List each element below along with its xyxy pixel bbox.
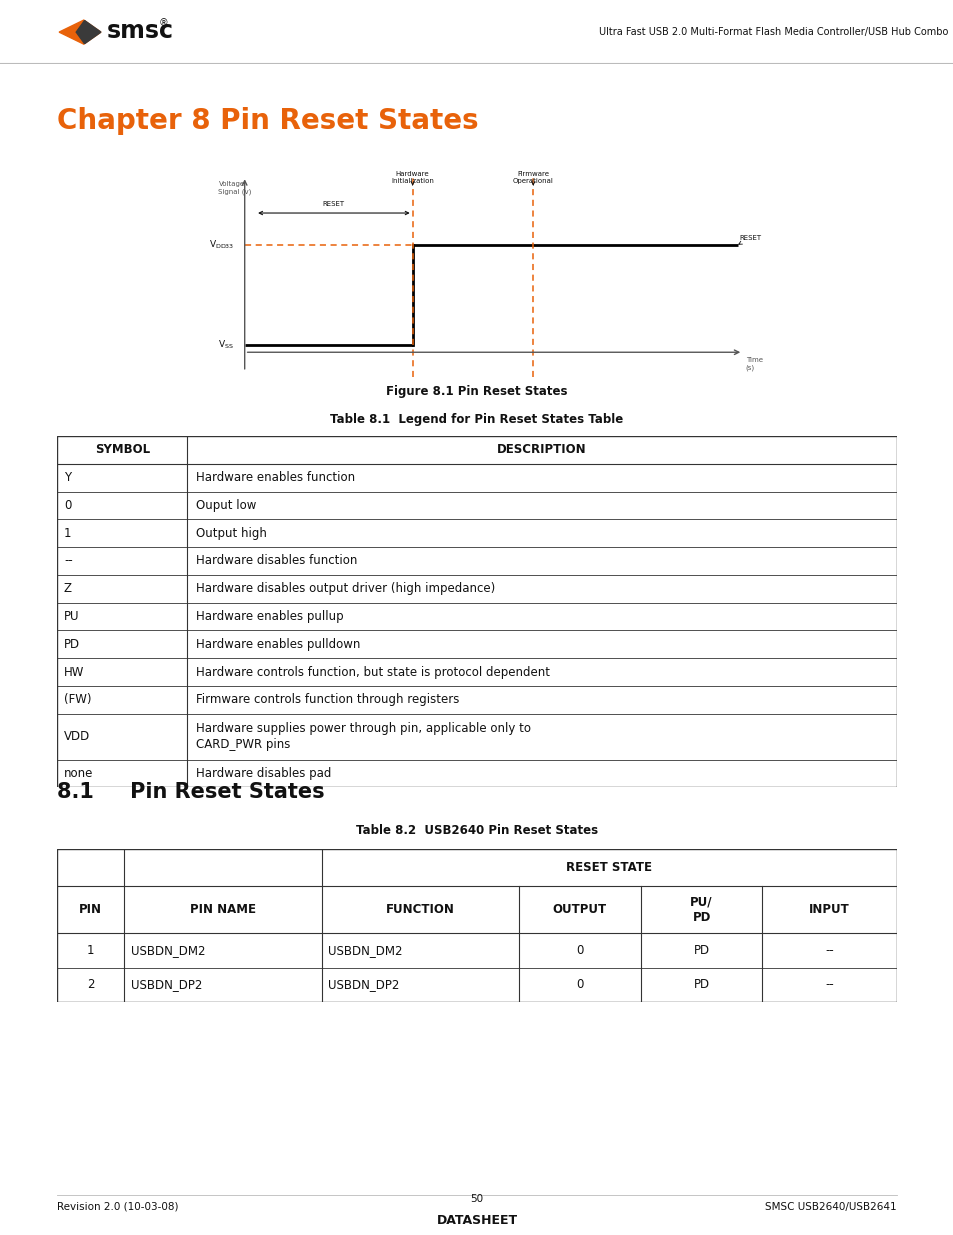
Text: Figure 8.1 Pin Reset States: Figure 8.1 Pin Reset States [386,385,567,398]
Text: Chapter 8 Pin Reset States: Chapter 8 Pin Reset States [57,106,478,135]
Text: PD: PD [693,944,709,957]
Text: Time
(s): Time (s) [745,357,762,370]
Text: Hardware enables pulldown: Hardware enables pulldown [195,637,360,651]
Text: INPUT: INPUT [808,903,849,916]
Text: Y: Y [64,471,71,484]
Text: RESET STATE: RESET STATE [566,861,652,874]
Text: DESCRIPTION: DESCRIPTION [497,443,586,457]
Text: ®: ® [158,19,168,28]
Text: SYMBOL: SYMBOL [94,443,150,457]
Text: DATASHEET: DATASHEET [436,1214,517,1228]
Text: --: -- [824,978,833,992]
Text: Hardware disables pad: Hardware disables pad [195,767,331,781]
Text: none: none [64,767,93,781]
Text: Table 8.1  Legend for Pin Reset States Table: Table 8.1 Legend for Pin Reset States Ta… [330,414,623,426]
Text: Voltage
Signal (v): Voltage Signal (v) [218,182,252,195]
Text: Output high: Output high [195,526,266,540]
Text: PD: PD [64,637,80,651]
Text: 1: 1 [64,526,71,540]
Polygon shape [59,20,101,44]
Text: USBDN_DM2: USBDN_DM2 [328,944,402,957]
Text: --: -- [64,555,72,568]
Text: HW: HW [64,666,84,679]
Text: PU/
PD: PU/ PD [690,895,712,924]
Text: USBDN_DM2: USBDN_DM2 [131,944,206,957]
Text: USBDN_DP2: USBDN_DP2 [328,978,399,992]
Text: 0: 0 [576,944,583,957]
Text: PIN NAME: PIN NAME [190,903,255,916]
Text: (FW): (FW) [64,693,91,706]
Text: Ultra Fast USB 2.0 Multi-Format Flash Media Controller/USB Hub Combo: Ultra Fast USB 2.0 Multi-Format Flash Me… [598,27,947,37]
Text: PIN: PIN [79,903,102,916]
Text: 0: 0 [64,499,71,513]
Text: --: -- [824,944,833,957]
Text: Hardware disables function: Hardware disables function [195,555,356,568]
Text: USBDN_DP2: USBDN_DP2 [131,978,202,992]
Text: VDD: VDD [64,730,91,743]
Text: Hardware controls function, but state is protocol dependent: Hardware controls function, but state is… [195,666,549,679]
Text: 1: 1 [87,944,94,957]
Text: PU: PU [64,610,79,624]
Text: 2: 2 [87,978,94,992]
Text: OUTPUT: OUTPUT [552,903,606,916]
Text: Firmware controls function through registers: Firmware controls function through regis… [195,693,458,706]
Text: Firmware
Operational: Firmware Operational [513,170,553,184]
Polygon shape [76,21,85,43]
Text: smsc: smsc [107,19,173,43]
Text: RESET: RESET [322,201,345,207]
Text: 50: 50 [470,1194,483,1204]
Text: Hardware enables pullup: Hardware enables pullup [195,610,343,624]
Text: Ouput low: Ouput low [195,499,255,513]
Text: RESET: RESET [738,235,760,245]
Text: Hardware
Initialization: Hardware Initialization [391,170,434,184]
Text: Revision 2.0 (10-03-08): Revision 2.0 (10-03-08) [57,1202,178,1212]
Text: V$_{\mathsf{DD33}}$: V$_{\mathsf{DD33}}$ [209,238,233,251]
Text: PD: PD [693,978,709,992]
Text: FUNCTION: FUNCTION [386,903,455,916]
Text: Table 8.2  USB2640 Pin Reset States: Table 8.2 USB2640 Pin Reset States [355,824,598,837]
Text: Hardware supplies power through pin, applicable only to
CARD_PWR pins: Hardware supplies power through pin, app… [195,722,530,751]
Text: Z: Z [64,582,71,595]
Text: V$_{\mathsf{SS}}$: V$_{\mathsf{SS}}$ [218,338,233,351]
Text: Hardware enables function: Hardware enables function [195,471,355,484]
Text: Hardware disables output driver (high impedance): Hardware disables output driver (high im… [195,582,495,595]
Text: 8.1     Pin Reset States: 8.1 Pin Reset States [57,782,325,803]
Text: SMSC USB2640/USB2641: SMSC USB2640/USB2641 [764,1202,896,1212]
Text: 0: 0 [576,978,583,992]
Polygon shape [85,21,101,43]
